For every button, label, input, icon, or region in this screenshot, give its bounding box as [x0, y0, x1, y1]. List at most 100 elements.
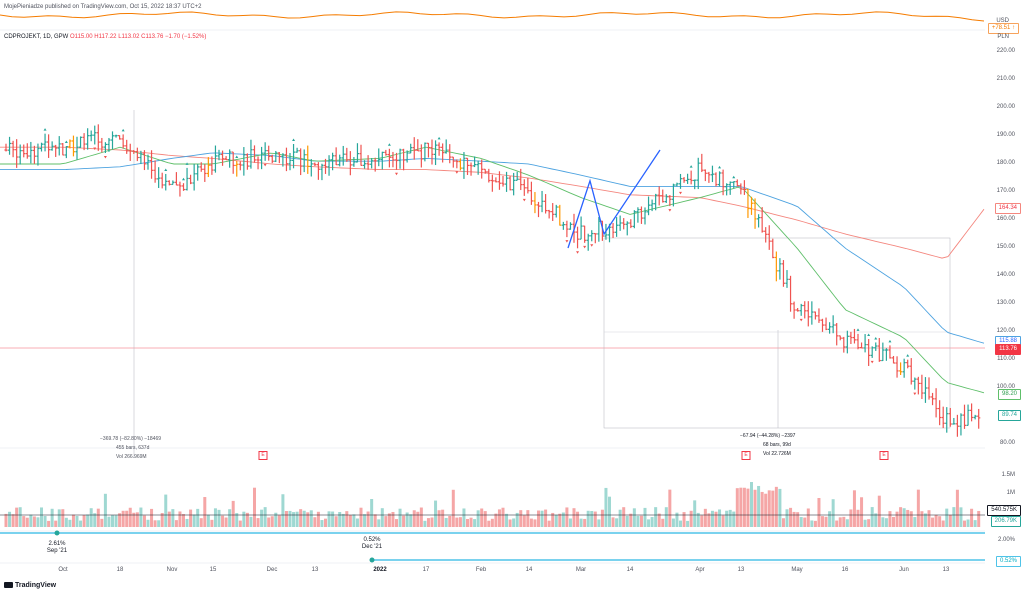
price-bar	[128, 143, 132, 161]
price-bar	[249, 139, 253, 169]
indicator-point-dec[interactable]	[369, 557, 375, 563]
volume-bar	[483, 511, 487, 527]
price-bar	[817, 308, 821, 323]
price-bar	[110, 131, 115, 150]
price-bar	[526, 177, 530, 194]
time-tick-label: 18	[116, 567, 124, 573]
sma200-badge: 164.34	[994, 203, 1021, 214]
volume-bar	[473, 519, 477, 527]
swing-high-marker	[732, 175, 736, 179]
price-bar	[870, 346, 874, 358]
price-bar	[256, 156, 260, 170]
price-bar	[650, 199, 654, 212]
volume-bar	[111, 515, 114, 527]
price-bar	[515, 171, 519, 181]
price-tick-label: 180.00	[996, 160, 1015, 166]
price-bar	[753, 198, 757, 229]
volume-bar	[348, 515, 352, 527]
volume-bar	[877, 495, 881, 527]
price-bar	[746, 188, 750, 218]
price-bar	[189, 174, 193, 185]
price-bar	[483, 168, 487, 174]
price-bar	[416, 139, 420, 152]
price-bar	[824, 317, 828, 331]
price-bar	[487, 168, 491, 183]
volume-bar	[416, 511, 420, 527]
volume-bar	[675, 512, 679, 527]
price-bar	[362, 160, 367, 169]
swing-high-marker	[64, 140, 68, 144]
symbol-legend[interactable]: CDPROJEKT, 1D, GPW O115.00 H117.22 L113.…	[4, 34, 206, 40]
price-bar	[341, 145, 345, 166]
volume-bar	[178, 511, 182, 527]
volume-bar	[221, 515, 225, 527]
price-bar	[146, 154, 150, 170]
volume-bar	[537, 510, 540, 527]
price-bar	[164, 173, 168, 191]
earnings-marker-2[interactable]: E	[741, 451, 751, 460]
price-bar	[121, 134, 125, 149]
volume-bar	[583, 518, 587, 527]
volume-bar	[32, 516, 36, 527]
pattern-drawing[interactable]	[567, 149, 661, 249]
price-tick-label: 110.00	[997, 356, 1015, 362]
volume-bar	[661, 518, 665, 527]
price-bar	[508, 176, 512, 191]
volume-bar	[419, 507, 423, 527]
volume-bar	[973, 520, 977, 527]
price-bar	[923, 377, 928, 403]
price-bar	[618, 215, 622, 231]
earnings-marker-1[interactable]: E	[258, 451, 268, 460]
volume-bar	[959, 507, 963, 527]
volume-bar	[604, 487, 608, 527]
volume-bar	[327, 511, 331, 527]
price-bar	[29, 141, 33, 164]
price-bar	[174, 172, 178, 186]
price-bar	[902, 358, 906, 378]
price-bar	[959, 413, 963, 436]
price-bar	[458, 158, 462, 171]
volume-bar	[441, 509, 445, 527]
volume-bar	[586, 510, 590, 527]
price-bar	[934, 388, 938, 418]
time-tick-label: May	[791, 567, 803, 573]
volume-bar	[618, 509, 622, 527]
volume-bar	[522, 515, 526, 527]
price-bar	[480, 159, 484, 179]
indicator-point-sep[interactable]	[54, 530, 60, 536]
price-bar	[529, 181, 533, 205]
volume-bar	[874, 513, 878, 527]
volume-bar	[576, 511, 580, 527]
earnings-marker-3[interactable]: E	[879, 451, 889, 460]
price-bar	[402, 148, 406, 171]
swing-low-marker	[590, 244, 594, 247]
volume-bar	[643, 507, 647, 527]
price-bar	[930, 392, 935, 406]
price-bar	[86, 128, 90, 150]
price-bar	[476, 160, 480, 175]
price-bar	[355, 143, 360, 163]
price-bar	[842, 336, 846, 353]
time-tick-label: 16	[841, 567, 849, 573]
volume-bar	[25, 517, 29, 527]
volume-bar	[938, 516, 942, 527]
price-bar	[625, 221, 629, 236]
price-bar	[636, 207, 640, 223]
volume-bar	[899, 507, 903, 527]
time-tick-label: 14	[626, 567, 634, 573]
price-bar	[274, 150, 278, 163]
volume-bar	[852, 490, 856, 527]
price-tick-label: 220.00	[996, 48, 1015, 54]
volume-bar	[455, 517, 459, 527]
bubble-dec-date: Dec '21	[361, 544, 383, 550]
price-bar	[788, 275, 793, 312]
price-bar	[419, 144, 423, 168]
price-bar	[178, 181, 182, 197]
volume-bar	[89, 508, 93, 527]
volume-bar	[249, 516, 253, 527]
price-bar	[18, 144, 22, 165]
measure-box[interactable]	[603, 237, 951, 429]
volume-bar	[93, 513, 97, 527]
tradingview-logo[interactable]: TradingView	[4, 582, 56, 589]
